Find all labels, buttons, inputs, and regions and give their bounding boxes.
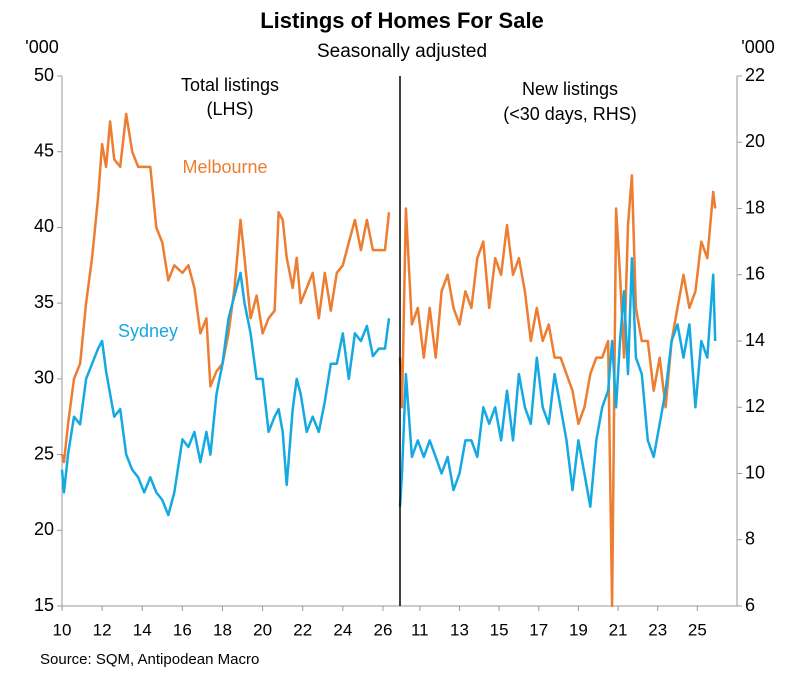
x-tick-label: 19 [569,620,588,639]
y-tick-label: 18 [745,197,765,217]
x-tick-label: 24 [333,620,352,639]
x-tick-label: 22 [293,620,312,639]
x-tick-label: 18 [213,620,232,639]
annotation: Total listings [181,75,279,95]
y-unit-label: '000 [741,37,774,57]
x-tick-label: 10 [53,620,72,639]
y-tick-label: 16 [745,264,765,284]
x-tick-label: 23 [648,620,667,639]
y-tick-label: 25 [34,443,54,463]
x-tick-label: 16 [173,620,192,639]
x-tick-label: 25 [688,620,707,639]
x-tick-label: 11 [411,620,429,639]
x-tick-label: 12 [93,620,112,639]
y-unit-label: '000 [25,37,58,57]
x-tick-label: 17 [529,620,548,639]
series-label: Sydney [118,321,178,341]
y-tick-label: 20 [34,519,54,539]
y-tick-label: 22 [745,65,765,85]
series-line [398,256,717,508]
y-tick-label: 10 [745,462,765,482]
series-line [398,174,717,608]
source-note: Source: SQM, Antipodean Macro [40,651,259,668]
series-label: Melbourne [182,157,267,177]
chart-title: Listings of Homes For Sale [260,8,544,33]
y-tick-label: 6 [745,595,755,615]
y-tick-label: 40 [34,216,54,236]
annotation: (LHS) [206,99,253,119]
x-tick-label: 21 [609,620,628,639]
y-tick-label: 15 [34,595,54,615]
y-tick-label: 35 [34,292,54,312]
annotation: (<30 days, RHS) [503,104,637,124]
series-line [60,271,391,517]
y-tick-label: 12 [745,396,765,416]
chart-subtitle: Seasonally adjusted [317,41,487,62]
y-tick-label: 30 [34,368,54,388]
x-tick-label: 26 [373,620,392,639]
y-tick-label: 14 [745,330,765,350]
annotation: New listings [522,79,618,99]
y-tick-label: 50 [34,65,54,85]
y-tick-label: 20 [745,131,765,151]
x-tick-label: 15 [490,620,509,639]
x-tick-label: 14 [133,620,152,639]
y-tick-label: 45 [34,140,54,160]
y-tick-label: 8 [745,529,755,549]
x-tick-label: 13 [450,620,469,639]
x-tick-label: 20 [253,620,272,639]
